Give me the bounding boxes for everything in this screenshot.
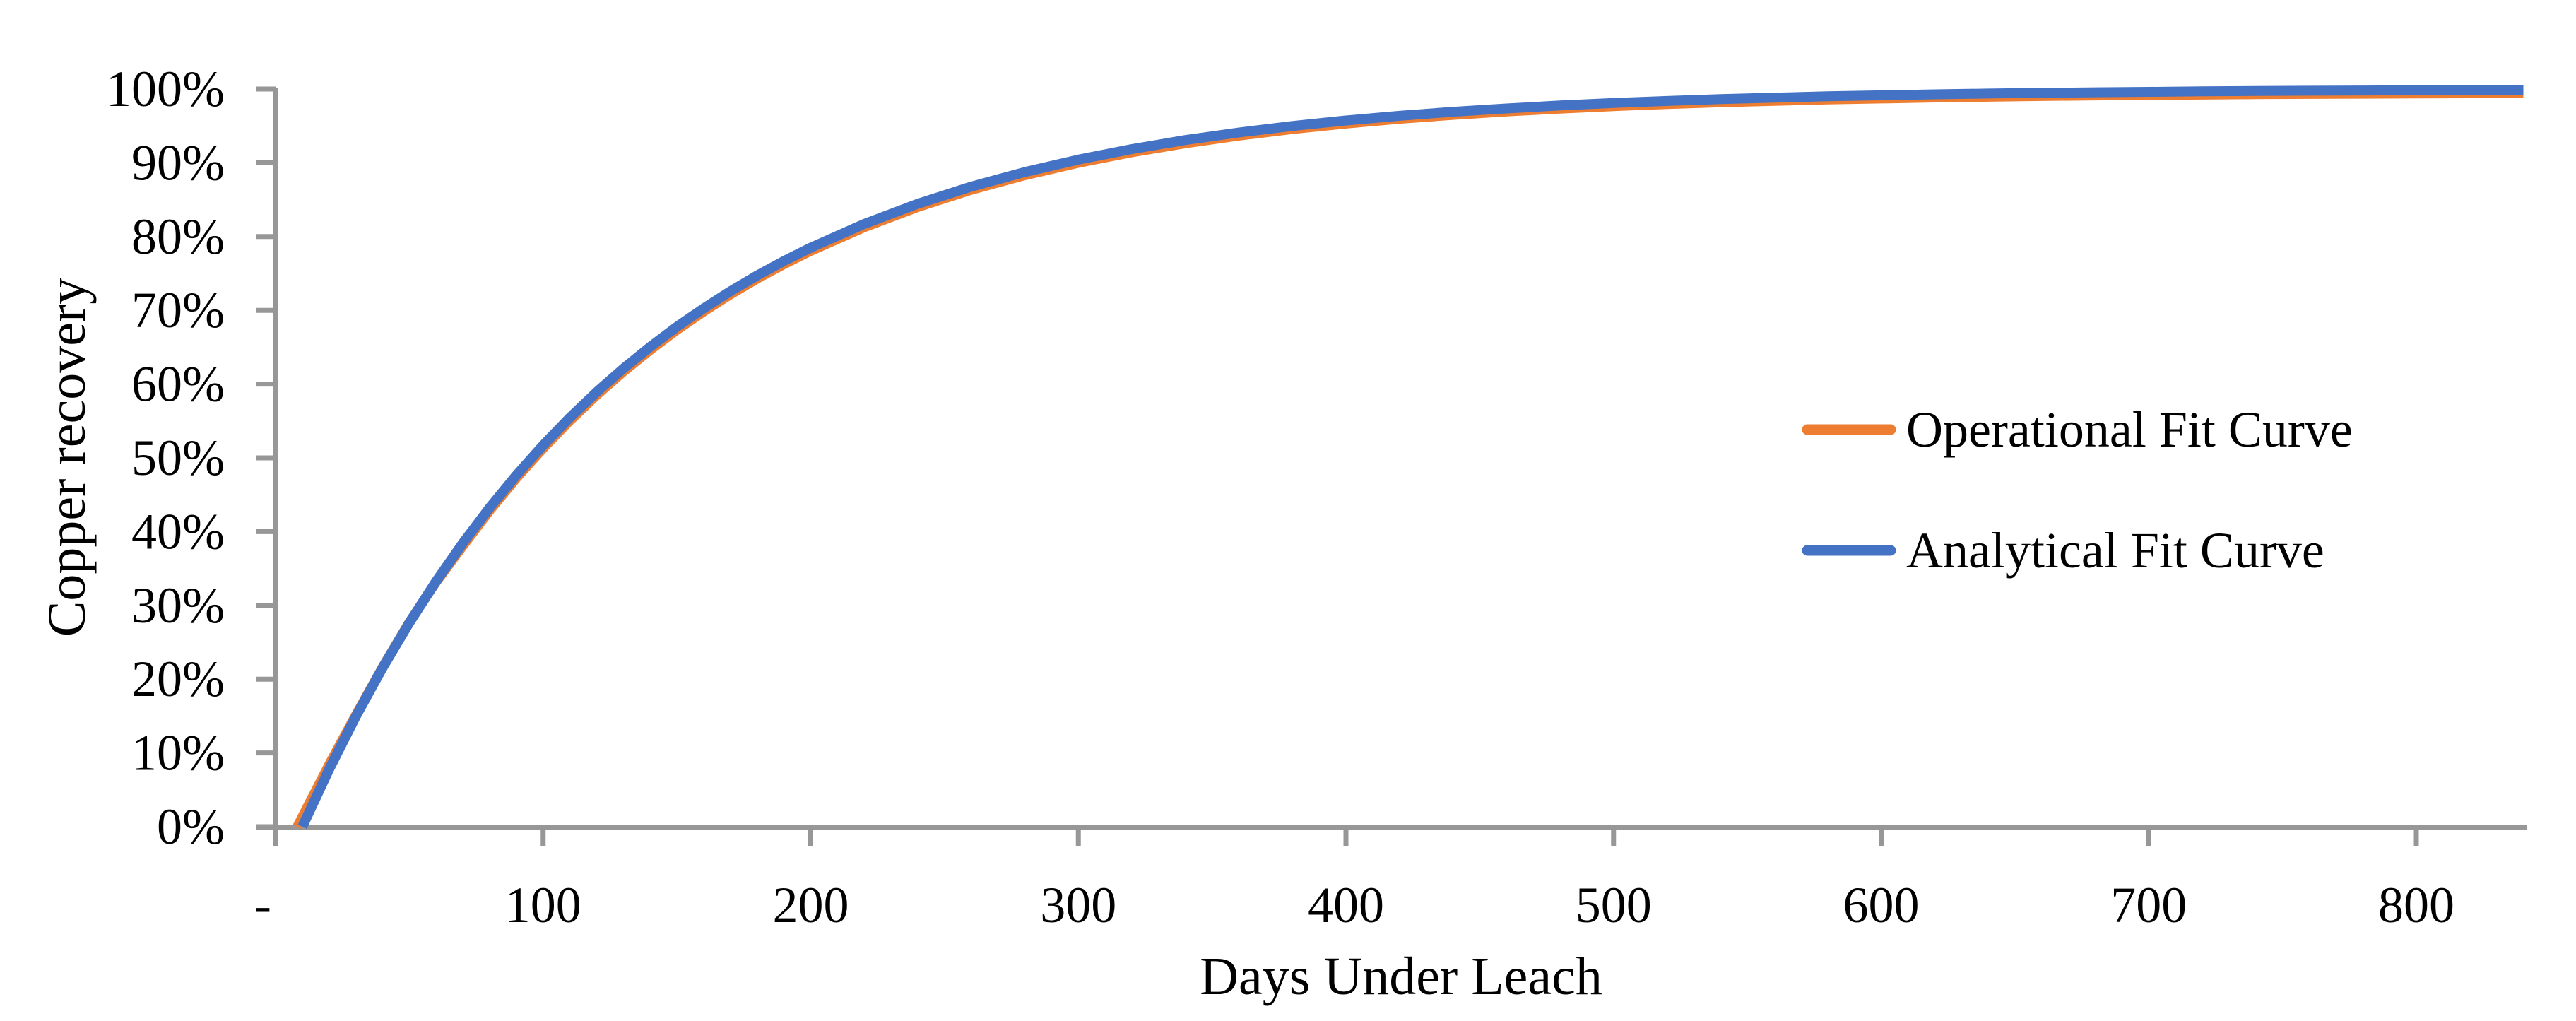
series-line-analytical-fit-curve <box>297 85 2524 829</box>
y-tick-label: 40% <box>131 503 225 560</box>
x-axis-title: Days Under Leach <box>1200 947 1602 1006</box>
y-tick-label: 30% <box>131 577 225 634</box>
legend-label-analytical-fit-curve: Analytical Fit Curve <box>1906 522 2324 579</box>
x-tick-label: 100 <box>505 877 581 933</box>
y-tick-label: 20% <box>131 651 225 707</box>
y-tick-label: 50% <box>131 430 225 486</box>
y-tick-label: 10% <box>131 725 225 781</box>
y-tick-label: 80% <box>131 208 225 265</box>
x-tick-label: 600 <box>1843 877 1920 933</box>
x-tick-label: - <box>254 877 271 933</box>
y-tick-label: 60% <box>131 356 225 413</box>
y-tick-label: 100% <box>106 61 225 117</box>
x-tick-label: 400 <box>1308 877 1384 933</box>
y-tick-label: 0% <box>157 798 225 855</box>
legend-label-operational-fit-curve: Operational Fit Curve <box>1906 401 2353 458</box>
y-tick-label: 90% <box>131 134 225 191</box>
x-tick-label: 300 <box>1040 877 1116 933</box>
x-tick-label: 500 <box>1576 877 1652 933</box>
y-axis-title: Copper recovery <box>37 278 97 637</box>
series-line-operational-fit-curve <box>293 88 2524 829</box>
x-tick-label: 200 <box>773 877 849 933</box>
y-tick-label: 70% <box>131 282 225 338</box>
x-tick-label: 700 <box>2110 877 2187 933</box>
x-tick-label: 800 <box>2378 877 2454 933</box>
